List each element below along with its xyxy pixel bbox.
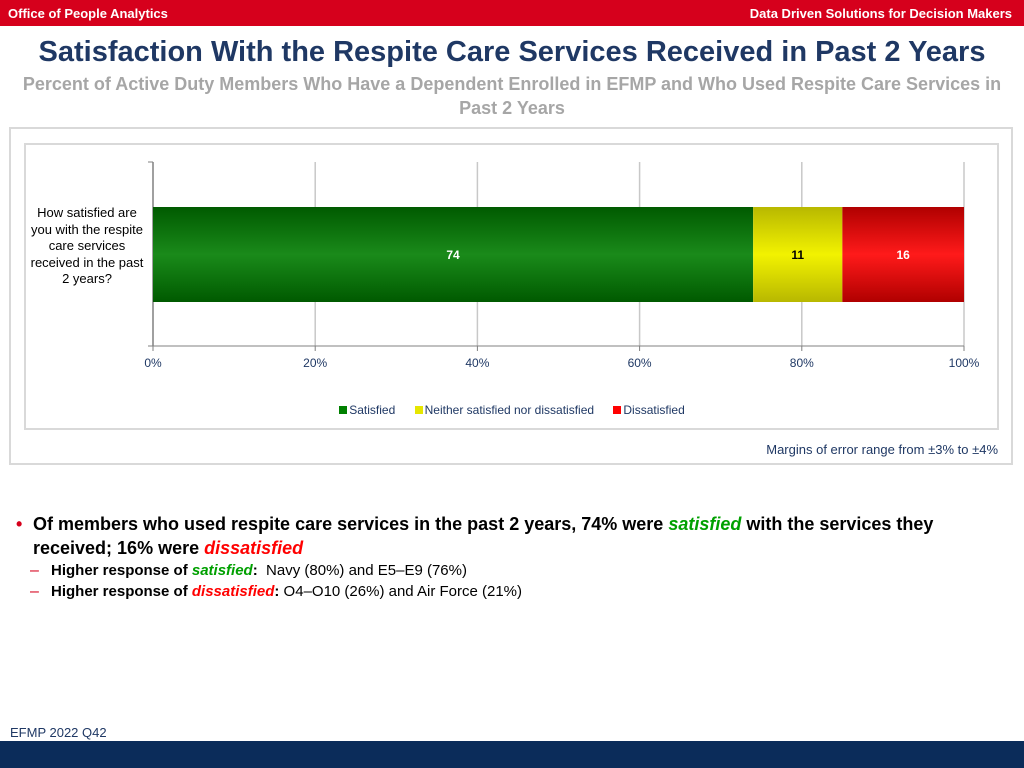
- x-tick-label: 40%: [465, 356, 489, 370]
- page-title: Satisfaction With the Respite Care Servi…: [38, 36, 986, 68]
- x-tick-label: 80%: [790, 356, 814, 370]
- x-tick-label: 0%: [144, 356, 162, 370]
- chart-area: [24, 143, 999, 430]
- finding-sub-satisfied-text: Navy (80%) and E5–E9 (76%): [257, 562, 467, 579]
- bar-neither: [753, 207, 843, 302]
- top-banner: Office of People Analytics Data Driven S…: [0, 0, 1024, 26]
- legend-label-satisfied: Satisfied: [349, 403, 396, 417]
- legend-label-dissatisfied: Dissatisfied: [623, 403, 685, 417]
- bar-satisfied-value-label: 74: [446, 248, 460, 262]
- bottom-banner: [0, 741, 1024, 768]
- legend-item-neither: Neither satisfied nor dissatisfied: [414, 403, 595, 417]
- finding-main-dissatisfied-word: dissatisfied: [204, 538, 304, 558]
- bar-dissatisfied: [842, 207, 964, 302]
- x-tick-label: 60%: [628, 356, 652, 370]
- finding-main-prefix: Of members who used respite care service…: [33, 514, 669, 534]
- legend-swatch-neither: [414, 406, 423, 414]
- finding-sub-satisfied-label: Higher response of: [51, 562, 192, 579]
- legend-swatch-satisfied: [339, 406, 348, 414]
- bullet-icon: •: [16, 514, 23, 534]
- chart-frame: [9, 127, 1013, 465]
- category-label: How satisfied are you with the respite c…: [30, 205, 144, 286]
- x-tick-label: 100%: [949, 356, 980, 370]
- finding-main: • Of members who used respite care servi…: [16, 512, 1006, 560]
- page-subtitle: Percent of Active Duty Members Who Have …: [22, 74, 1002, 118]
- bar-neither-value-label: 11: [791, 248, 804, 262]
- findings: • Of members who used respite care servi…: [16, 512, 1006, 602]
- office-name: Office of People Analytics: [8, 6, 168, 21]
- finding-sub-dissatisfied-colon: :: [274, 583, 280, 600]
- finding-sub-dissatisfied-label: Higher response of: [51, 583, 192, 600]
- finding-sub-satisfied-colon: :: [252, 562, 258, 579]
- tagline: Data Driven Solutions for Decision Maker…: [749, 6, 1012, 21]
- finding-sub-satisfied: – Higher response of satisfied: Navy (80…: [16, 560, 1006, 581]
- legend-item-satisfied: Satisfied: [339, 403, 395, 417]
- legend-label-neither: Neither satisfied nor dissatisfied: [424, 403, 595, 417]
- finding-main-middle: with the services they received; 16% wer…: [33, 514, 934, 558]
- legend-swatch-dissatisfied: [613, 406, 622, 414]
- dash-icon: –: [30, 562, 39, 579]
- finding-sub-dissatisfied: – Higher response of dissatisfied: O4–O1…: [16, 581, 1006, 602]
- legend-item-dissatisfied: Dissatisfied: [613, 403, 685, 417]
- finding-sub-dissatisfied-word: dissatisfied: [191, 583, 275, 600]
- dash-icon: –: [30, 583, 39, 600]
- margin-of-error-note: Margins of error range from ±3% to ±4%: [766, 442, 998, 457]
- chart-legend: Satisfied Neither satisfied nor dissatis…: [0, 403, 1024, 417]
- bar-satisfied: [153, 207, 754, 302]
- bar-dissatisfied-value-label: 16: [896, 248, 910, 262]
- finding-sub-satisfied-word: satisfied: [191, 562, 253, 579]
- x-tick-label: 20%: [303, 356, 327, 370]
- finding-sub-dissatisfied-text: O4–O10 (26%) and Air Force (21%): [279, 583, 522, 600]
- finding-main-satisfied-word: satisfied: [668, 514, 742, 534]
- footer-source: EFMP 2022 Q42: [10, 725, 107, 740]
